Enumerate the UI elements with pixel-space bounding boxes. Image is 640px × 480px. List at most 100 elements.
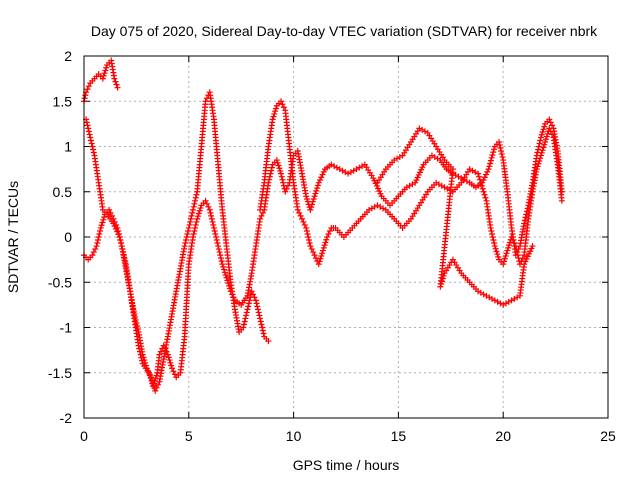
data-point-interp (317, 176, 324, 183)
data-point-interp (322, 239, 329, 246)
data-point (487, 224, 494, 231)
data-point-interp (487, 157, 494, 164)
data-point-interp (243, 309, 250, 316)
data-point-interp (514, 249, 521, 256)
data-point (111, 75, 118, 82)
data-point (533, 166, 540, 173)
data-point-interp (318, 174, 325, 181)
data-point (189, 206, 196, 213)
data-point-interp (213, 237, 220, 244)
data-point-interp (115, 227, 122, 234)
data-point-interp (217, 252, 224, 259)
data-point-interp (491, 146, 498, 153)
data-point-interp (310, 249, 317, 256)
data-point-interp (132, 316, 139, 323)
data-point (315, 261, 322, 268)
data-point-interp (505, 244, 512, 251)
data-point (504, 247, 511, 254)
data-point-interp (186, 221, 193, 228)
data-point-interp (308, 204, 315, 211)
data-point-interp (270, 113, 277, 120)
data-point-interp (192, 221, 199, 228)
data-point (303, 193, 310, 200)
data-point-interp (319, 250, 326, 257)
data-point-interp (506, 239, 513, 246)
data-point-interp (279, 176, 286, 183)
data-point-interp (83, 119, 90, 126)
data-point (240, 324, 247, 331)
data-point (546, 116, 553, 123)
data-point-interp (92, 246, 99, 253)
data-point-interp (540, 126, 547, 133)
data-point-interp (188, 212, 195, 219)
data-point-interp (259, 209, 266, 216)
data-point-interp (492, 245, 499, 252)
data-point (324, 234, 331, 240)
data-point (278, 98, 285, 105)
data-point (319, 247, 326, 254)
data-point-interp (183, 234, 190, 240)
data-point-interp (476, 176, 483, 183)
data-point-interp (85, 83, 92, 90)
data-point-interp (211, 227, 218, 234)
data-point-interp (90, 149, 97, 156)
data-point-interp (511, 240, 518, 247)
data-point-interp (113, 221, 120, 228)
data-point (521, 220, 528, 227)
data-point-interp (95, 234, 102, 240)
plot-frame (83, 55, 609, 419)
data-point-interp (166, 357, 173, 364)
x-tick-label: 25 (600, 428, 616, 444)
data-point-interp (314, 185, 321, 192)
x-tick-label: 5 (185, 428, 193, 444)
data-point-interp (547, 119, 554, 126)
data-point-interp (88, 140, 95, 147)
data-point-interp (208, 215, 215, 222)
data-point-interp (502, 253, 509, 260)
data-point-interp (490, 237, 497, 244)
data-point-interp (134, 322, 141, 329)
data-point-interp (489, 234, 496, 240)
data-point (164, 351, 171, 358)
data-point-interp (319, 171, 326, 178)
data-point-interp (308, 246, 315, 253)
data-point-interp (196, 207, 203, 214)
data-point-interp (268, 164, 275, 171)
y-tick-label: 0 (64, 229, 72, 245)
data-point (181, 243, 188, 250)
data-point (89, 252, 96, 259)
y-axis-label: SDTVAR / TECUs (5, 181, 21, 293)
data-point-interp (544, 130, 551, 137)
data-point-interp (220, 263, 227, 270)
data-point (97, 224, 104, 231)
data-point-interp (167, 359, 174, 366)
data-point-interp (440, 272, 447, 279)
x-tick-label: 15 (391, 428, 407, 444)
data-point-interp (267, 170, 274, 177)
data-point-interp (85, 125, 92, 132)
data-point-interp (115, 230, 122, 237)
data-point (156, 351, 163, 358)
data-point-interp (99, 219, 106, 226)
y-tick-label: -1.5 (48, 365, 72, 381)
data-point-interp (534, 163, 541, 170)
data-point-interp (323, 236, 330, 243)
data-point (169, 365, 176, 372)
data-point-interp (191, 200, 198, 207)
data-point-interp (101, 214, 108, 221)
x-axis-label: GPS time / hours (293, 457, 400, 473)
data-point (500, 261, 507, 268)
data-point-interp (521, 217, 528, 224)
data-point (311, 193, 318, 200)
data-point-interp (191, 227, 198, 234)
data-point (131, 310, 138, 317)
data-point (294, 206, 301, 213)
data-point-interp (488, 227, 495, 234)
data-point-interp (142, 359, 149, 366)
data-point-interp (134, 326, 141, 333)
data-point-interp (190, 203, 197, 210)
data-point-interp (313, 187, 320, 194)
data-point-interp (246, 297, 253, 304)
data-point-interp (216, 249, 223, 256)
